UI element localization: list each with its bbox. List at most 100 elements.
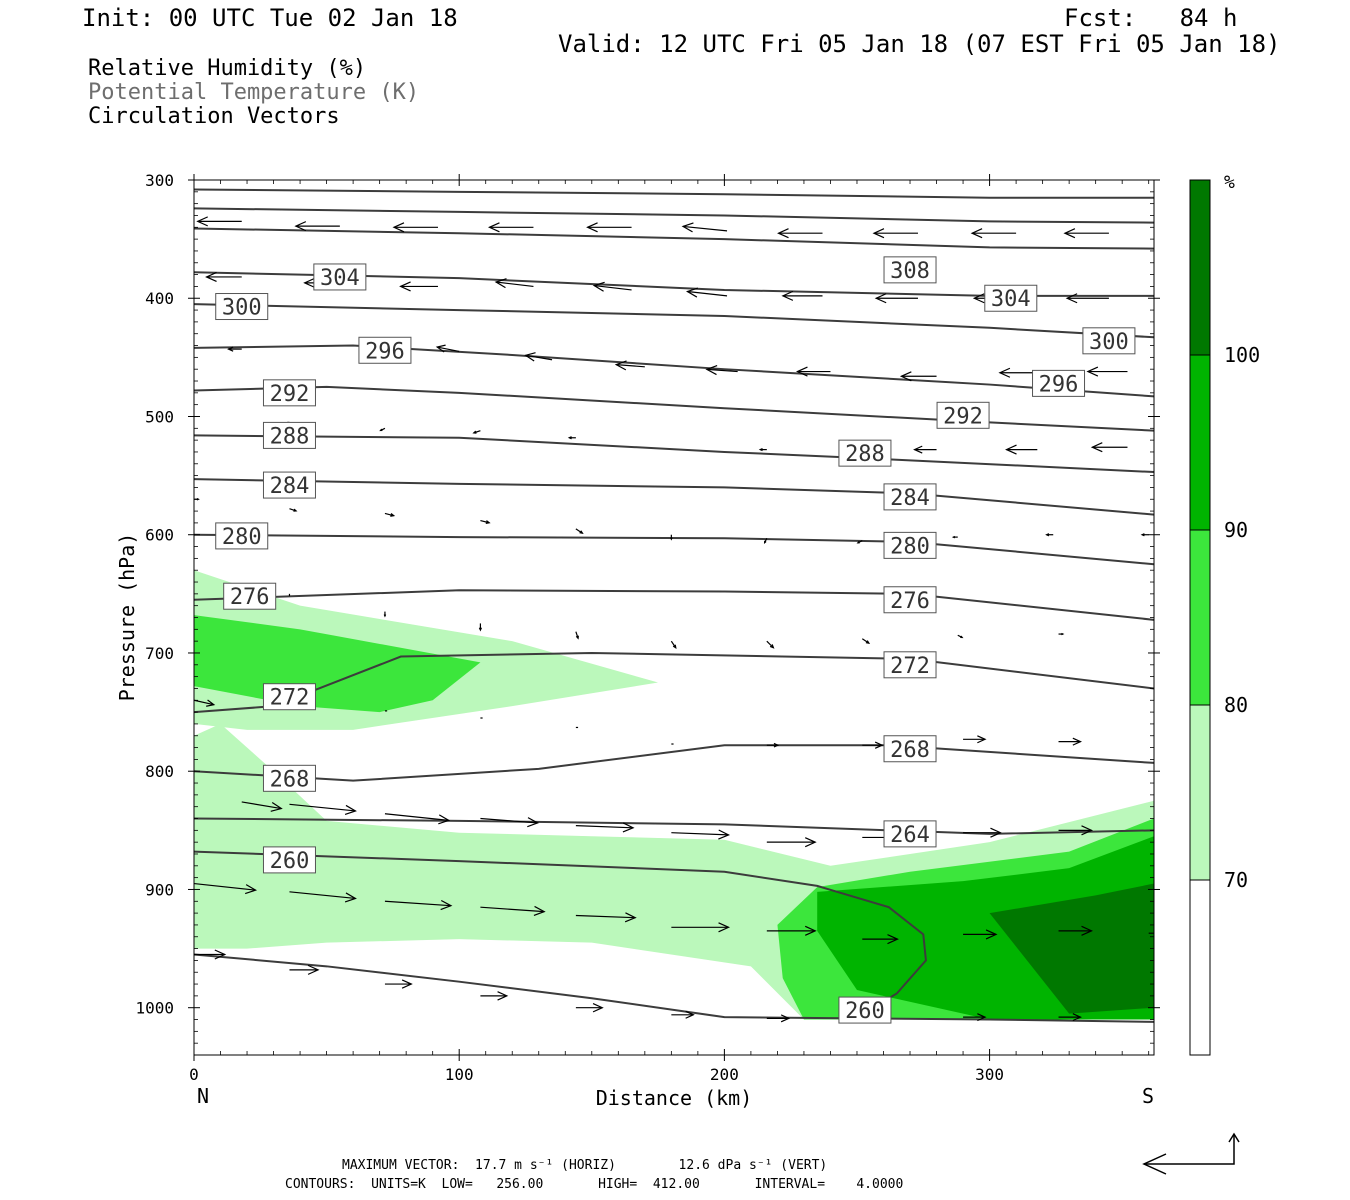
circulation-vector [480, 817, 540, 828]
circulation-vector [1140, 533, 1149, 537]
circulation-vector [705, 365, 738, 376]
circulation-vector [494, 278, 534, 289]
circulation-vector [480, 905, 546, 916]
circulation-vector [575, 822, 635, 833]
contour-label-304: 304 [991, 287, 1031, 312]
colorbar: 70 80 90 100% [1189, 172, 1260, 1056]
circulation-vector [289, 891, 357, 903]
colorbar-label: 70 [1224, 868, 1248, 892]
theta-contour-296 [194, 344, 1154, 398]
theta-contour-288 [194, 434, 1154, 474]
colorbar-label: 100 [1224, 343, 1260, 367]
contour-label-272: 272 [890, 654, 930, 679]
circulation-vector [963, 929, 998, 940]
contour-label-300: 300 [1089, 330, 1129, 355]
circulation-vector [289, 508, 298, 512]
contour-label-box [223, 582, 277, 610]
circulation-vector [766, 1014, 791, 1023]
circulation-vector [1086, 366, 1128, 377]
circulation-vector [670, 640, 677, 649]
contour-label-264: 264 [890, 823, 930, 848]
y-axis-title: Pressure (hPa) [115, 533, 139, 702]
circulation-vector [862, 741, 884, 749]
contour-label-296: 296 [365, 339, 405, 364]
contour-label-box [883, 735, 937, 763]
contour-label-308: 308 [890, 259, 930, 284]
contour-label-268: 268 [270, 767, 310, 792]
circulation-vector [1058, 925, 1093, 936]
contour-label-288: 288 [845, 442, 885, 467]
x-end-label-left: N [197, 1084, 209, 1108]
contour-label-box [262, 683, 316, 711]
reference-vector-icon [1142, 1132, 1240, 1175]
circulation-vector [1065, 293, 1109, 304]
circulation-vector [196, 216, 242, 227]
contour-label-260: 260 [845, 999, 885, 1024]
theta-contour-308 [194, 227, 1154, 250]
circulation-vector [763, 538, 768, 544]
contour-label-box [358, 336, 412, 364]
circulation-vector [384, 512, 396, 517]
circulation-vector [614, 360, 645, 371]
theta-contour-260 [194, 953, 1154, 1023]
contour-label-284: 284 [890, 486, 930, 511]
contour-label-box [313, 263, 367, 291]
colorbar-segment [1190, 880, 1210, 1055]
circulation-vector [1058, 825, 1093, 836]
contour-label-box [262, 764, 316, 792]
contour-label-296: 296 [1039, 372, 1079, 397]
circulation-vector [681, 222, 728, 233]
vector-layer [194, 216, 1154, 1023]
circulation-vector [575, 528, 584, 535]
circulation-vector [1063, 228, 1109, 239]
circulation-vector [1058, 632, 1065, 636]
contour-label-box [883, 586, 937, 614]
contour-label-260: 260 [270, 849, 310, 874]
theta-contour-292 [194, 385, 1154, 432]
colorbar-frame [1189, 179, 1211, 1056]
colorbar-unit: % [1224, 172, 1235, 193]
contour-label-box [262, 846, 316, 874]
circulation-vector [205, 271, 242, 283]
colorbar-label: 90 [1224, 518, 1248, 542]
circulation-vector [766, 925, 817, 936]
circulation-vector [913, 445, 937, 454]
contour-label-box [838, 996, 892, 1024]
contour-label-box [936, 401, 990, 429]
contour-label-box [1082, 327, 1136, 355]
circulation-vector [384, 899, 453, 911]
forecast-hour: Fcst: 84 h [1064, 4, 1238, 32]
circulation-vector [289, 803, 357, 815]
circulation-vector [435, 344, 460, 353]
contour-label-box [883, 531, 937, 559]
circulation-vector [899, 371, 937, 382]
contour-label-292: 292 [943, 404, 983, 429]
valid-time: Valid: 12 UTC Fri 05 Jan 18 (07 EST Fri … [558, 30, 1281, 58]
circulation-vector [194, 882, 258, 895]
contour-label-280: 280 [890, 534, 930, 559]
theta-contour-308 [194, 207, 1154, 224]
y-tick-label: 900 [145, 880, 174, 899]
circulation-vector [194, 699, 216, 707]
x-tick-label: 100 [445, 1065, 474, 1084]
circulation-vector [586, 222, 632, 233]
circulation-vector [399, 281, 438, 292]
y-tick-label: 300 [145, 171, 174, 190]
circulation-vector [685, 287, 728, 298]
circulation-vector [384, 979, 413, 989]
theta-contour-276 [194, 589, 1154, 621]
circulation-vector [379, 427, 386, 432]
field-rh: Relative Humidity (%) [88, 56, 367, 81]
contour-label-box [215, 522, 269, 550]
circulation-vector [472, 430, 481, 434]
y-tick-label: 400 [145, 289, 174, 308]
circulation-vector [1005, 444, 1038, 455]
circulation-vector [671, 829, 731, 840]
circulation-vector [592, 281, 632, 292]
x-tick-label: 300 [975, 1065, 1004, 1084]
contour-label-276: 276 [230, 585, 270, 610]
contour-label-292: 292 [270, 382, 310, 407]
contour-label-box [883, 820, 937, 848]
y-tick-label: 600 [145, 526, 174, 545]
